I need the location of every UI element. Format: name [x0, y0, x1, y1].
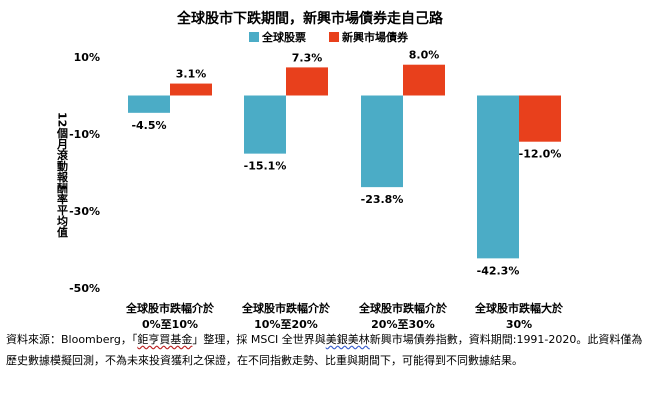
data-label: 3.1%	[176, 68, 207, 81]
category-label: 全球股市跌幅介於	[241, 301, 331, 315]
data-label: -42.3%	[477, 264, 520, 277]
y-axis: 10% -10% -30% -50%	[69, 51, 100, 295]
x-axis: 全球股市跌幅介於 0%至10% 全球股市跌幅介於 10%至20% 全球股市跌幅介於 20%…	[125, 301, 564, 331]
category-label: 全球股市跌幅介於	[125, 301, 215, 315]
category-label: 0%至10%	[142, 318, 198, 331]
category-label: 全球股市跌幅介於	[358, 301, 448, 315]
bar-em-bond	[286, 67, 328, 96]
category-label: 10%至20%	[254, 318, 318, 331]
y-tick-label: -50%	[69, 282, 100, 295]
y-tick-label: 10%	[74, 51, 100, 64]
data-label: 8.0%	[409, 49, 440, 62]
data-label: 7.3%	[292, 51, 323, 64]
legend-label: 全球股票	[261, 30, 306, 44]
category-label: 30%	[506, 318, 532, 331]
y-tick-label: -10%	[69, 128, 100, 141]
index-name: 美銀美林	[325, 333, 370, 346]
source-note: 資料來源：Bloomberg，「鉅亨買基金」整理，採 MSCI 全世界與美銀美林…	[6, 333, 643, 367]
bar-em-bond	[170, 83, 212, 96]
bar-global-equity	[361, 95, 403, 188]
legend: 全球股票 新興市場債券	[249, 30, 409, 44]
legend-swatch-em-bond	[329, 32, 339, 42]
category-label: 全球股市跌幅大於	[474, 301, 564, 315]
data-label: -15.1%	[244, 160, 287, 173]
fund-name: 鉅亨買基金	[137, 333, 193, 346]
y-tick-label: -30%	[69, 205, 100, 218]
chart-title: 全球股市下跌期間，新興市場債券走自己路	[176, 10, 444, 27]
bar-global-equity	[128, 95, 170, 113]
category-label: 20%至30%	[371, 318, 435, 331]
data-label: -4.5%	[131, 119, 166, 132]
bar-em-bond	[519, 95, 561, 142]
bar-em-bond	[403, 64, 445, 96]
plot-area: -4.5% -15.1% -23.8% -42.3% 3.1% 7.3% 8.0% -12.0…	[128, 49, 562, 277]
data-label: -23.8%	[361, 193, 404, 206]
data-label: -12.0%	[519, 148, 562, 161]
bar-global-equity	[477, 95, 519, 259]
bar-global-equity	[244, 95, 286, 154]
y-axis-label: 12個月滾動報酬率平均值	[56, 112, 70, 238]
legend-swatch-global-equity	[249, 32, 259, 42]
legend-label: 新興市場債券	[342, 30, 409, 44]
